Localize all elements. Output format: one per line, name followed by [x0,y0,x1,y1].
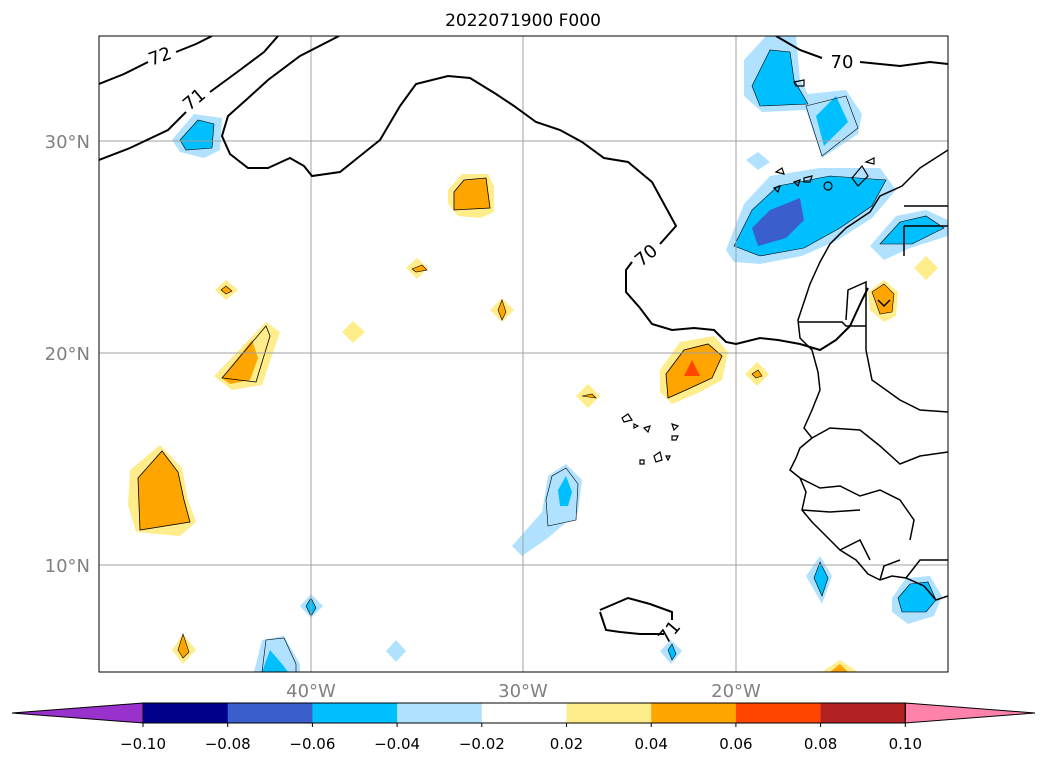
contour-71-north [99,36,279,161]
positive-anomaly-areas [128,174,938,672]
coastlines [621,79,948,601]
contour-70-northeast [775,36,948,68]
colorbar-tick-label: −0.06 [289,735,335,753]
colorbar-tick-label: −0.10 [120,735,166,753]
colorbar-tick-label: 0.04 [634,735,667,753]
colorbar-tick-label: −0.04 [374,735,420,753]
colorbar-outline [142,702,906,724]
colorbar-segment [735,703,822,723]
map-frame [98,35,949,673]
colorbar-extend-low [11,702,144,724]
axis-labels: 40°W 30°W 20°W 30°N 20°N 10°N [45,132,761,702]
colorbar-segment [312,703,398,723]
lat-tick-label: 20°N [45,344,90,365]
negative-anomaly-areas [172,36,948,672]
contour-72 [99,36,213,85]
colorbar-segment [651,703,737,723]
contour-71-south [599,596,673,635]
lon-tick-label: 40°W [286,681,336,702]
colorbar-segment [481,703,567,723]
colorbar-segment [820,703,906,723]
cape-verde-islands [621,413,680,465]
lon-tick-label: 20°W [711,681,761,702]
figure-title: 2022071900 F000 [445,11,601,31]
colorbar-tick-label: 0.08 [804,735,837,753]
lat-tick-label: 10°N [45,556,90,577]
colorbar-tick-label: 0.02 [550,735,583,753]
colorbar-tick-label: 0.10 [889,735,922,753]
graticule [99,36,948,672]
african-borders [798,205,948,581]
colorbar-segment [566,703,652,723]
colorbar-tick-label: −0.08 [205,735,251,753]
colorbar: −0.10 −0.08 −0.06 −0.04 −0.02 0.02 0.04 0.06 0.0… [11,702,1036,753]
africa-coastline [789,149,948,601]
colorbar-segment [143,703,229,723]
lon-tick-label: 30°W [498,681,548,702]
colorbar-segment [397,703,483,723]
contour-lines [99,36,948,635]
contour-label: 70 [831,52,854,73]
canary-islands [772,79,875,194]
colorbar-tick-label: −0.02 [459,735,505,753]
colorbar-segment [227,703,313,723]
colorbar-tick-label: 0.06 [719,735,752,753]
contour-70-main [220,36,869,352]
lat-tick-label: 30°N [45,132,90,153]
colorbar-extend-high [904,702,1036,724]
